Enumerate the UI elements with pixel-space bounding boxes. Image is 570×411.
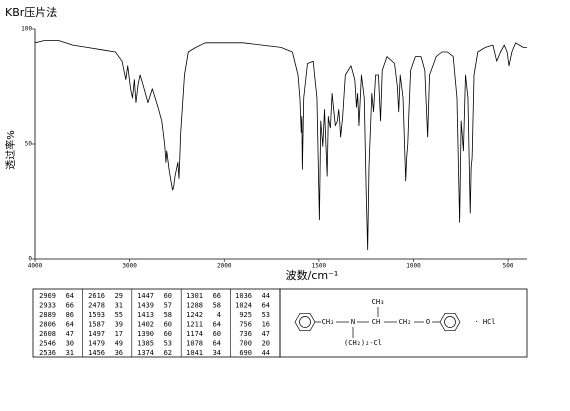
peak-transmittance: 4 [217, 311, 221, 319]
structure-label: CH₂ [399, 318, 412, 326]
peak-wavenumber: 690 [239, 349, 252, 357]
peak-transmittance: 31 [66, 349, 74, 357]
x-tick-label: 3000 [122, 263, 137, 270]
peak-transmittance: 66 [66, 302, 74, 310]
peak-transmittance: 53 [262, 311, 270, 319]
peak-wavenumber: 925 [239, 311, 252, 319]
chart-title: KBr压片法 [5, 5, 57, 19]
peak-transmittance: 86 [66, 311, 74, 319]
peak-wavenumber: 1301 [186, 292, 203, 300]
peak-transmittance: 47 [66, 330, 74, 338]
peak-wavenumber: 1593 [88, 311, 105, 319]
peak-wavenumber: 2969 [39, 292, 56, 300]
peak-wavenumber: 1036 [235, 292, 252, 300]
peak-wavenumber: 1024 [235, 302, 252, 310]
structure-label: CH [372, 318, 380, 326]
peak-transmittance: 20 [262, 340, 270, 348]
peak-transmittance: 64 [262, 302, 270, 310]
peak-wavenumber: 2806 [39, 321, 56, 329]
peak-wavenumber: 2933 [39, 302, 56, 310]
peak-wavenumber: 2478 [88, 302, 105, 310]
y-tick-label: 50 [25, 141, 33, 148]
peak-transmittance: 39 [115, 321, 123, 329]
peak-transmittance: 60 [164, 321, 172, 329]
peak-transmittance: 34 [213, 349, 221, 357]
peak-transmittance: 36 [115, 349, 123, 357]
peak-wavenumber: 1174 [186, 330, 203, 338]
peak-wavenumber: 1390 [137, 330, 154, 338]
peak-wavenumber: 736 [239, 330, 252, 338]
peak-transmittance: 29 [115, 292, 123, 300]
peak-wavenumber: 1242 [186, 311, 203, 319]
peak-wavenumber: 2608 [39, 330, 56, 338]
x-tick-label: 1500 [312, 263, 327, 270]
structure-label: (CH₂)₂-Cl [344, 339, 382, 347]
peak-wavenumber: 1447 [137, 292, 154, 300]
peak-transmittance: 64 [66, 321, 74, 329]
structure-label: N [351, 318, 355, 326]
peak-wavenumber: 1402 [137, 321, 154, 329]
peak-wavenumber: 1211 [186, 321, 203, 329]
x-tick-label: 1000 [406, 263, 421, 270]
structure-label: CH₂ [322, 318, 335, 326]
spectrum-line [34, 40, 527, 251]
peak-transmittance: 55 [115, 311, 123, 319]
peak-transmittance: 30 [66, 340, 74, 348]
structure-label: O [426, 318, 430, 326]
y-axis-label: 透过率% [4, 130, 17, 170]
peak-wavenumber: 1497 [88, 330, 105, 338]
peak-transmittance: 53 [164, 340, 172, 348]
peak-transmittance: 31 [115, 302, 123, 310]
structure-label: CH₃ [372, 298, 385, 306]
peak-transmittance: 58 [164, 311, 172, 319]
peak-transmittance: 64 [66, 292, 74, 300]
peak-wavenumber: 700 [239, 340, 252, 348]
x-axis-label: 波数/cm⁻¹ [286, 269, 339, 282]
peak-transmittance: 58 [213, 302, 221, 310]
peak-transmittance: 60 [164, 330, 172, 338]
peak-wavenumber: 1374 [137, 349, 154, 357]
y-tick-label: 100 [21, 26, 32, 33]
peak-transmittance: 57 [164, 302, 172, 310]
peak-transmittance: 64 [213, 340, 221, 348]
x-tick-label: 500 [503, 263, 514, 270]
peak-wavenumber: 756 [239, 321, 252, 329]
peak-wavenumber: 1413 [137, 311, 154, 319]
peak-transmittance: 44 [262, 292, 270, 300]
peak-wavenumber: 1041 [186, 349, 203, 357]
peak-wavenumber: 2536 [39, 349, 56, 357]
peak-transmittance: 16 [262, 321, 270, 329]
peak-wavenumber: 2546 [39, 340, 56, 348]
peak-wavenumber: 1456 [88, 349, 105, 357]
x-tick-label: 2000 [217, 263, 232, 270]
peak-wavenumber: 1439 [137, 302, 154, 310]
y-tick-label: 0 [28, 256, 32, 263]
peak-transmittance: 17 [115, 330, 123, 338]
peak-wavenumber: 1288 [186, 302, 203, 310]
peak-transmittance: 47 [262, 330, 270, 338]
peak-transmittance: 64 [213, 321, 221, 329]
structure-drawing [294, 307, 461, 338]
structure-frame [279, 288, 528, 358]
x-tick-label: 4000 [28, 263, 43, 270]
peak-transmittance: 66 [213, 292, 221, 300]
peak-transmittance: 49 [115, 340, 123, 348]
peak-wavenumber: 1385 [137, 340, 154, 348]
peak-transmittance: 62 [164, 349, 172, 357]
peak-wavenumber: 1479 [88, 340, 105, 348]
peak-transmittance: 44 [262, 349, 270, 357]
structure-label: · HCl [474, 318, 495, 326]
peak-wavenumber: 1587 [88, 321, 105, 329]
peak-wavenumber: 2616 [88, 292, 105, 300]
peak-wavenumber: 2889 [39, 311, 56, 319]
peak-transmittance: 60 [213, 330, 221, 338]
peak-transmittance: 60 [164, 292, 172, 300]
peak-wavenumber: 1078 [186, 340, 203, 348]
